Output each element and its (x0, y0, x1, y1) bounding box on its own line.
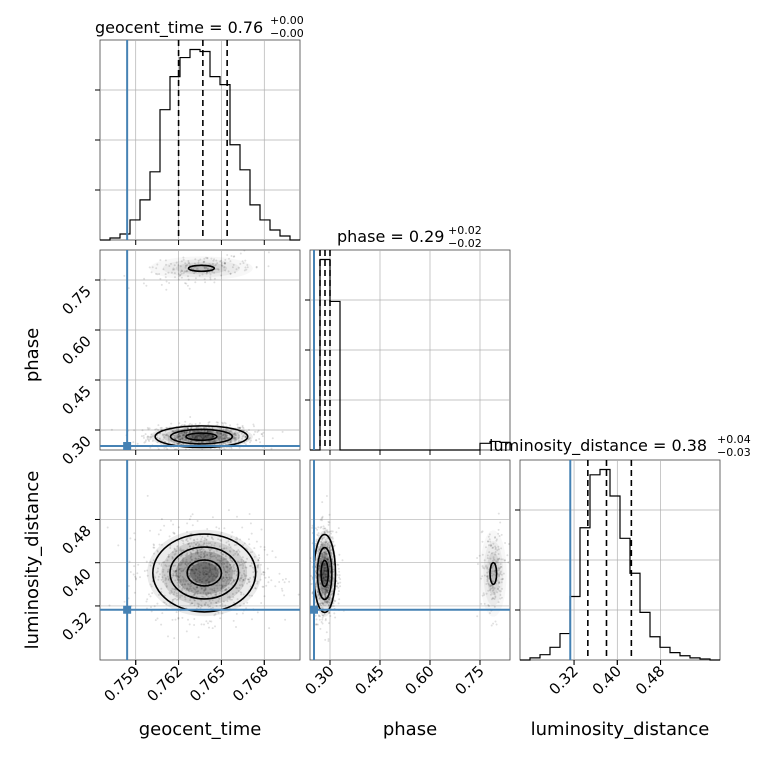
scatter-geocent-time-vs-luminosity-distance-x-tick-label: 0.768 (229, 662, 272, 705)
scatter-geocent-time-vs-luminosity-distance: 0.759 0.762 0.765 0.768 0.32 0.40 0.48 (58, 460, 300, 705)
title-geocent-time-upper-err: +0.00 (270, 14, 304, 27)
contour-line (169, 546, 240, 600)
histogram-panel-phase (305, 250, 511, 455)
scatter-geocent-time-vs-phase-y-tick-label: 0.30 (58, 432, 94, 468)
density-level (321, 562, 328, 585)
histogram-step-luminosity-distance (520, 468, 720, 661)
density-level (190, 562, 219, 584)
truth-marker (123, 442, 132, 450)
scatter-geocent-time-vs-phase-y-tick-label: 0.75 (58, 282, 94, 318)
histogram-panel-geocent-time (95, 40, 300, 245)
luminosity-distance-x-tick-label: 0.32 (546, 662, 582, 698)
scatter-phase-vs-luminosity-distance-frame (309, 459, 511, 661)
x-axis-label-geocent-time: geocent_time (139, 719, 262, 740)
contour-line (320, 559, 330, 588)
density-level (486, 551, 501, 596)
luminosity-distance-x-tick-label: 0.48 (632, 662, 668, 698)
scatter-geocent-time-vs-phase-frame (99, 249, 301, 451)
density-level (483, 541, 504, 606)
density-level (318, 551, 331, 596)
scatter-geocent-time-vs-phase-y-tick-label: 0.60 (58, 332, 94, 368)
x-axis-label-luminosity-distance: luminosity_distance (531, 719, 710, 740)
density-level (175, 551, 233, 595)
title-geocent-time: geocent_time = 0.76 (95, 18, 263, 38)
contour-line (152, 533, 257, 613)
histogram-panel-luminosity-distance (515, 460, 720, 665)
sample-points (103, 250, 284, 450)
histogram-step-geocent-time (100, 48, 300, 241)
title-luminosity-distance-upper-err: +0.04 (717, 433, 751, 446)
scatter-geocent-time-vs-luminosity-distance-x-tick-label: 0.765 (186, 662, 229, 705)
density-level (188, 265, 215, 272)
contour-line (186, 559, 223, 587)
contour-line (316, 546, 333, 601)
luminosity-distance-x-tick-label: 0.40 (589, 662, 625, 698)
title-luminosity-distance: luminosity_distance = 0.38 (489, 436, 707, 456)
density-level (175, 430, 228, 443)
y-axis-label-phase: phase (22, 328, 43, 382)
density-level (175, 262, 228, 275)
scatter-geocent-time-vs-luminosity-distance-x-tick-label: 0.759 (100, 662, 143, 705)
density-level (147, 529, 262, 617)
sample-points (310, 495, 510, 642)
title-phase: phase = 0.29 (337, 227, 444, 246)
density-level (161, 540, 248, 606)
density-level (490, 562, 497, 585)
truth-marker (123, 605, 132, 614)
scatter-geocent-time-vs-luminosity-distance-frame (99, 459, 301, 661)
histogram-step-phase (310, 258, 511, 451)
scatter-phase-vs-luminosity-distance-x-tick-label: 0.60 (401, 662, 437, 698)
scatter-geocent-time-vs-luminosity-distance-y-tick-label: 0.48 (58, 522, 94, 558)
density-level (188, 433, 215, 440)
scatter-geocent-time-vs-phase-y-tick-label: 0.45 (58, 382, 94, 418)
title-phase-upper-err: +0.02 (448, 224, 482, 237)
truth-marker (310, 605, 318, 614)
scatter-geocent-time-vs-luminosity-distance-y-tick-label: 0.40 (58, 565, 94, 601)
scatter-phase-vs-luminosity-distance-x-tick-label: 0.45 (351, 662, 387, 698)
y-axis-label-luminosity-distance: luminosity_distance (22, 471, 43, 650)
contour-line (489, 561, 498, 586)
density-level (315, 541, 334, 606)
x-axis-label-phase: phase (383, 719, 437, 740)
title-geocent-time-lower-err: −0.00 (270, 27, 304, 40)
contour-line (185, 432, 218, 442)
scatter-geocent-time-vs-phase: 0.30 0.45 0.60 0.75 (58, 250, 300, 468)
contour-line (154, 425, 249, 449)
contour-line (169, 428, 234, 445)
density-level (162, 427, 240, 446)
scatter-geocent-time-vs-luminosity-distance-y-tick-label: 0.32 (58, 608, 94, 644)
sample-points (106, 494, 300, 640)
title-luminosity-distance-lower-err: −0.03 (717, 446, 751, 459)
scatter-geocent-time-vs-luminosity-distance-x-tick-label: 0.762 (143, 662, 186, 705)
title-phase-lower-err: −0.02 (448, 237, 482, 250)
density-level (162, 259, 240, 278)
density-level (150, 424, 253, 449)
density-level (312, 530, 337, 617)
scatter-phase-vs-luminosity-distance-x-tick-label: 0.75 (451, 662, 487, 698)
contour-line (187, 264, 216, 273)
scatter-phase-vs-luminosity-distance-x-tick-label: 0.30 (301, 662, 337, 698)
scatter-phase-vs-luminosity-distance: 0.30 0.45 0.60 0.75 (301, 460, 510, 698)
